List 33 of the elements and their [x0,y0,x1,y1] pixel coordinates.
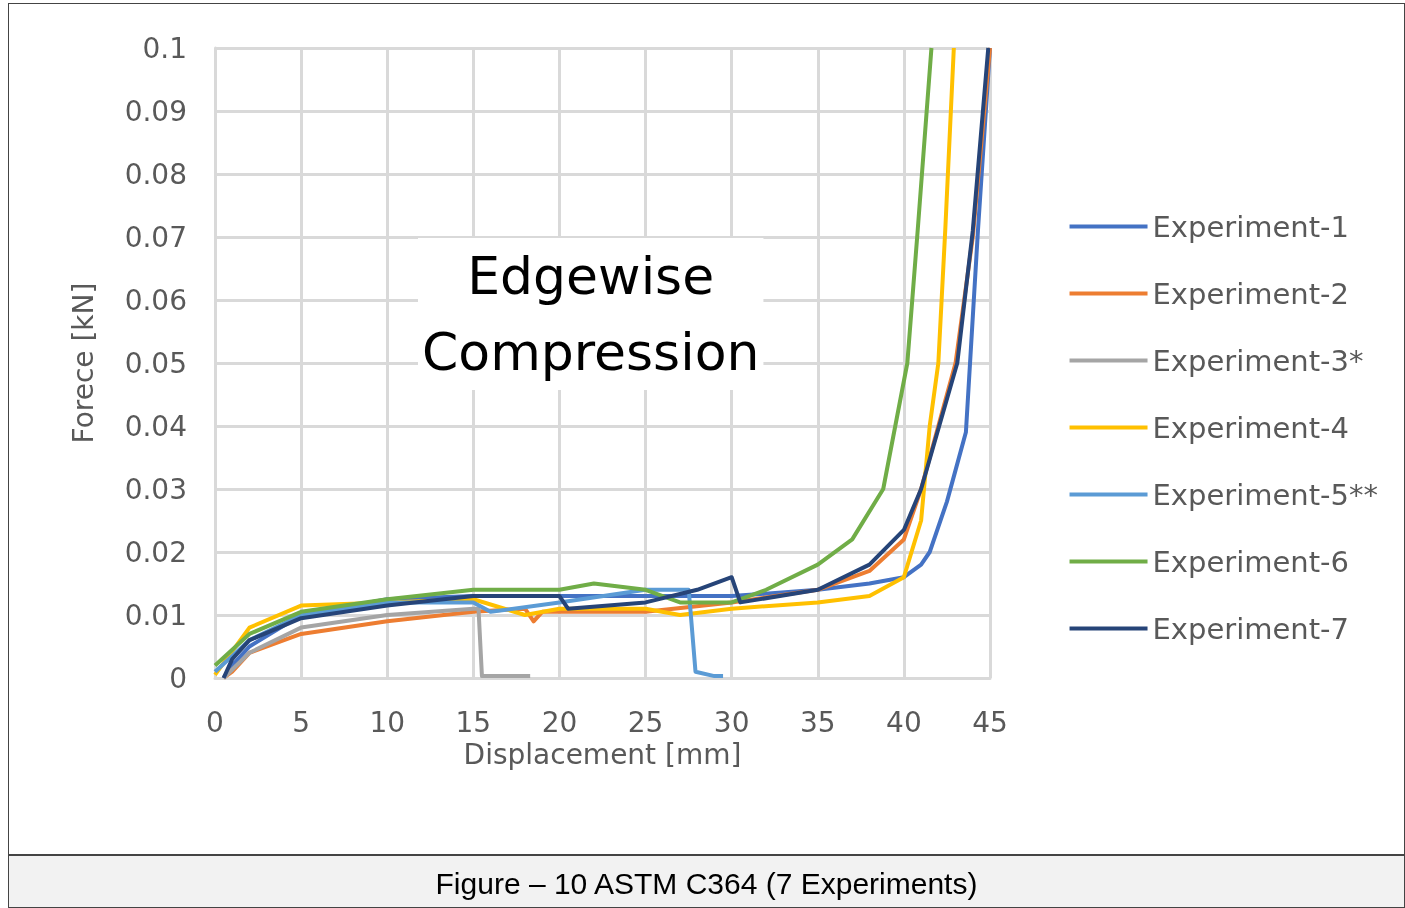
y-tick-label: 0.02 [124,535,187,569]
legend-label: Experiment-6 [1152,544,1350,579]
x-tick-label: 5 [292,705,311,739]
legend-label: Experiment-5** [1152,477,1379,512]
line-series [221,606,533,680]
legend-label: Experiment-2 [1152,276,1350,311]
x-tick-label: 45 [972,705,1008,739]
y-tick-label: 0.04 [124,409,187,443]
y-tick-label: 0.01 [124,598,187,632]
y-tick-label: 0 [169,661,187,695]
x-tick-label: 25 [627,705,664,739]
y-tick-label: 0.05 [124,346,187,380]
text: Figure – 10 ASTM C364 (7 Experiments) [8,855,1405,908]
y-tick-label: 0.07 [124,220,187,254]
x-tick-label: 20 [541,705,578,739]
y-tick-label: 0.08 [124,157,187,191]
legend-label: Experiment-1 [1152,209,1350,244]
x-axis-title: Displacement [mm] [463,738,742,772]
x-tick-label: 15 [455,705,492,739]
legend-label: Experiment-7 [1152,611,1350,646]
annotation: Edgewise Compression [422,246,760,382]
x-tick-label: 40 [886,705,922,739]
y-axis-title: Forece [kN] [66,282,100,444]
y-tick-label: 0.1 [142,31,187,65]
y-tick-label: 0.03 [124,472,187,506]
x-tick-label: 30 [713,705,750,739]
x-tick-label: 0 [206,705,224,739]
y-tick-label: 0.06 [124,283,187,317]
x-tick-label: 35 [799,705,836,739]
legend-label: Experiment-3* [1152,343,1364,378]
x-tick-label: 10 [369,705,406,739]
legend-label: Experiment-4 [1152,410,1350,445]
y-tick-label: 0.09 [124,94,187,128]
